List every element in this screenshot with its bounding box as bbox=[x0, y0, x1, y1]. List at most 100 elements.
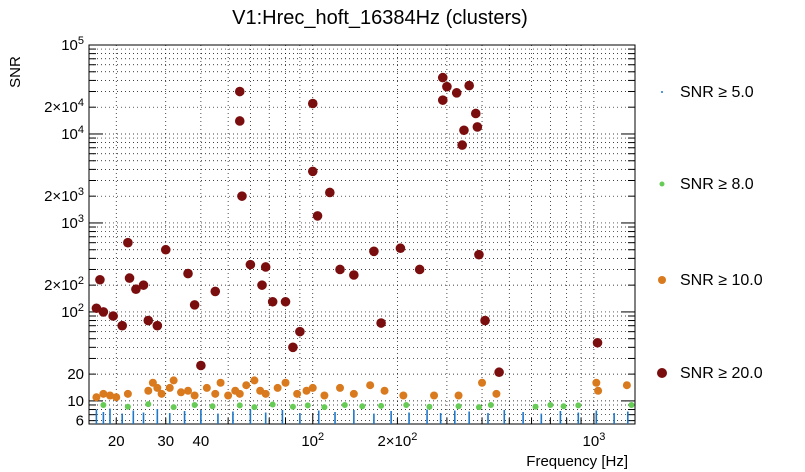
data-point bbox=[142, 412, 145, 424]
data-point bbox=[108, 311, 118, 321]
data-point bbox=[408, 412, 410, 424]
data-point bbox=[95, 409, 98, 424]
x-tick-label: 30 bbox=[157, 433, 174, 450]
y-axis-label: SNR bbox=[7, 56, 24, 88]
data-point bbox=[592, 337, 603, 348]
data-point bbox=[349, 389, 358, 398]
data-point bbox=[232, 411, 234, 424]
data-point bbox=[123, 237, 133, 248]
legend-label: SNR ≥ 10.0 bbox=[680, 272, 763, 289]
x-tick-label: 40 bbox=[193, 433, 210, 450]
data-point bbox=[209, 403, 216, 410]
data-point bbox=[160, 244, 171, 255]
data-point bbox=[157, 389, 166, 398]
data-point bbox=[492, 389, 501, 398]
series-1 bbox=[95, 408, 629, 424]
data-point bbox=[468, 411, 470, 424]
legend-marker bbox=[661, 91, 663, 93]
data-point bbox=[131, 284, 141, 295]
data-point bbox=[334, 412, 336, 424]
data-point bbox=[503, 410, 506, 424]
data-point bbox=[102, 412, 105, 424]
data-point bbox=[353, 410, 355, 424]
data-point bbox=[628, 401, 635, 408]
legend-marker bbox=[659, 181, 665, 187]
data-point bbox=[117, 320, 128, 331]
series-2 bbox=[100, 401, 635, 411]
y-tick-label: 10 bbox=[67, 393, 84, 410]
data-point bbox=[373, 413, 375, 424]
data-point bbox=[289, 403, 296, 410]
data-point bbox=[191, 401, 198, 408]
data-point bbox=[269, 401, 276, 408]
data-point bbox=[451, 88, 462, 98]
data-point bbox=[138, 280, 149, 290]
data-point bbox=[273, 383, 282, 392]
data-point bbox=[153, 383, 162, 392]
data-point bbox=[280, 296, 291, 307]
data-point bbox=[403, 401, 410, 408]
data-point bbox=[317, 410, 320, 424]
data-point bbox=[349, 270, 359, 280]
data-point bbox=[302, 386, 311, 395]
data-point bbox=[236, 402, 243, 409]
data-point bbox=[559, 410, 562, 424]
data-point bbox=[234, 116, 245, 126]
y-tick-labels: 6 10 20 102 2×102 103 2×103 104 2×104 105 bbox=[44, 35, 84, 430]
data-point bbox=[470, 108, 481, 119]
data-point bbox=[190, 391, 199, 400]
data-point bbox=[152, 320, 163, 331]
data-point bbox=[522, 412, 524, 424]
data-point bbox=[98, 307, 109, 317]
x-tick-label: 20 bbox=[108, 433, 125, 450]
data-point bbox=[184, 386, 193, 395]
legend: SNR ≥ 5.0 SNR ≥ 8.0 SNR ≥ 10.0 SNR ≥ 20.0 bbox=[657, 84, 763, 382]
data-point bbox=[464, 80, 474, 91]
data-point bbox=[414, 264, 425, 275]
data-point bbox=[189, 300, 200, 310]
data-point bbox=[304, 402, 311, 409]
data-point bbox=[145, 401, 152, 408]
y-tick-label: 104 bbox=[61, 124, 84, 143]
data-point bbox=[143, 315, 154, 326]
data-point bbox=[295, 326, 305, 337]
grid bbox=[89, 45, 635, 424]
data-point bbox=[169, 376, 178, 385]
data-point bbox=[299, 413, 301, 424]
legend-marker bbox=[658, 276, 666, 284]
data-point bbox=[251, 404, 258, 411]
y-tick-label: 20 bbox=[67, 366, 84, 383]
data-point bbox=[321, 404, 328, 411]
data-point bbox=[100, 401, 107, 408]
data-point bbox=[202, 383, 211, 392]
plot-frame bbox=[88, 44, 636, 425]
data-point bbox=[453, 410, 456, 424]
data-point bbox=[99, 389, 108, 398]
data-point bbox=[627, 411, 629, 424]
data-point bbox=[478, 378, 487, 387]
data-point bbox=[224, 391, 233, 400]
x-tick-label: 102 bbox=[301, 431, 324, 450]
data-point bbox=[426, 409, 428, 424]
data-point bbox=[245, 259, 256, 270]
legend-label: SNR ≥ 5.0 bbox=[680, 84, 754, 101]
data-point bbox=[399, 391, 408, 400]
data-point bbox=[237, 191, 247, 201]
legend-label: SNR ≥ 8.0 bbox=[680, 176, 754, 193]
legend-marker bbox=[657, 368, 667, 378]
y-tick-label: 105 bbox=[61, 35, 84, 54]
y-tick-label: 2×104 bbox=[44, 97, 84, 116]
data-point bbox=[437, 72, 448, 83]
data-point bbox=[165, 383, 174, 392]
data-point bbox=[390, 410, 392, 424]
data-point bbox=[336, 383, 345, 392]
data-point bbox=[577, 412, 580, 424]
y-tick-label: 103 bbox=[61, 213, 84, 232]
data-point bbox=[494, 367, 504, 378]
data-point bbox=[261, 389, 270, 398]
data-point bbox=[132, 410, 135, 424]
data-point bbox=[320, 391, 329, 400]
data-point bbox=[177, 388, 186, 397]
y-tick-label: 102 bbox=[61, 302, 84, 321]
